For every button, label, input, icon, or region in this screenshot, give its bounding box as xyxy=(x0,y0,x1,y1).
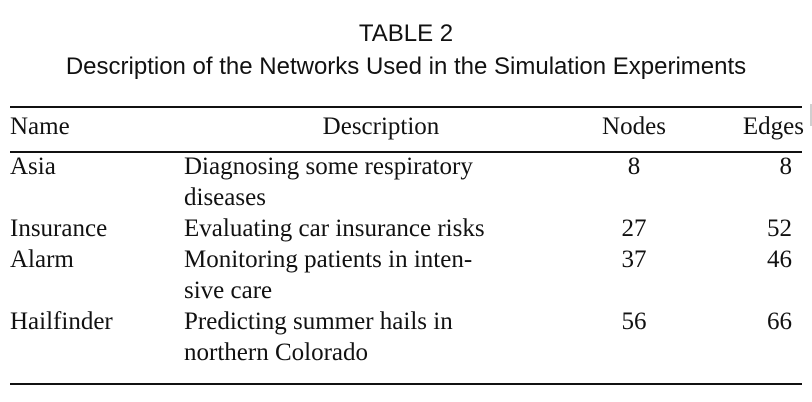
cell-nodes: 56 xyxy=(621,308,647,335)
table-row: Insurance Evaluating car insurance risks… xyxy=(10,213,804,244)
cell-edges: 52 xyxy=(767,215,792,242)
header-rule xyxy=(10,151,802,153)
description-line: northern Colorado xyxy=(184,339,368,366)
header-description: Description xyxy=(322,113,440,140)
description-line: Evaluating car insurance risks xyxy=(184,215,485,242)
networks-table: Name Description Nodes Edges Asia Diagno… xyxy=(10,111,804,368)
description-line: Predicting summer hails in xyxy=(184,308,453,335)
cell-name: Hailfinder xyxy=(10,308,113,335)
header-row: Name Description Nodes Edges xyxy=(10,111,804,151)
cell-name: Insurance xyxy=(10,215,108,242)
cell-edges: 8 xyxy=(779,153,793,180)
table-number: TABLE 2 xyxy=(358,20,454,47)
cell-name: Alarm xyxy=(10,246,74,273)
cell-edges: 46 xyxy=(767,246,792,273)
cell-nodes: 27 xyxy=(621,215,647,242)
top-rule xyxy=(10,106,802,108)
description-line: diseases xyxy=(184,184,266,211)
table-row: Alarm Monitoring patients in inten- sive… xyxy=(10,244,804,306)
cell-nodes: 37 xyxy=(621,246,647,273)
description-line: Diagnosing some respiratory xyxy=(184,153,473,180)
header-edges: Edges xyxy=(742,113,804,140)
cell-description: Evaluating car insurance risks xyxy=(184,213,578,244)
description-line: Monitoring patients in inten- xyxy=(184,246,473,273)
table-title: Description of the Networks Used in the … xyxy=(65,53,747,80)
cell-name: Asia xyxy=(10,153,56,180)
header-name: Name xyxy=(10,113,70,140)
table-row: Asia Diagnosing some respiratory disease… xyxy=(10,151,804,213)
description-line: sive care xyxy=(184,277,273,304)
cell-description: Monitoring patients in inten- sive care xyxy=(184,244,578,306)
right-edge-mark xyxy=(810,104,812,126)
cell-edges: 66 xyxy=(767,308,792,335)
cell-description: Diagnosing some respiratory diseases xyxy=(184,151,578,213)
bottom-rule xyxy=(10,383,802,385)
header-nodes: Nodes xyxy=(602,113,666,140)
cell-nodes: 8 xyxy=(627,153,641,180)
cell-description: Predicting summer hails in northern Colo… xyxy=(184,306,578,368)
table-row: Hailfinder Predicting summer hails in no… xyxy=(10,306,804,368)
